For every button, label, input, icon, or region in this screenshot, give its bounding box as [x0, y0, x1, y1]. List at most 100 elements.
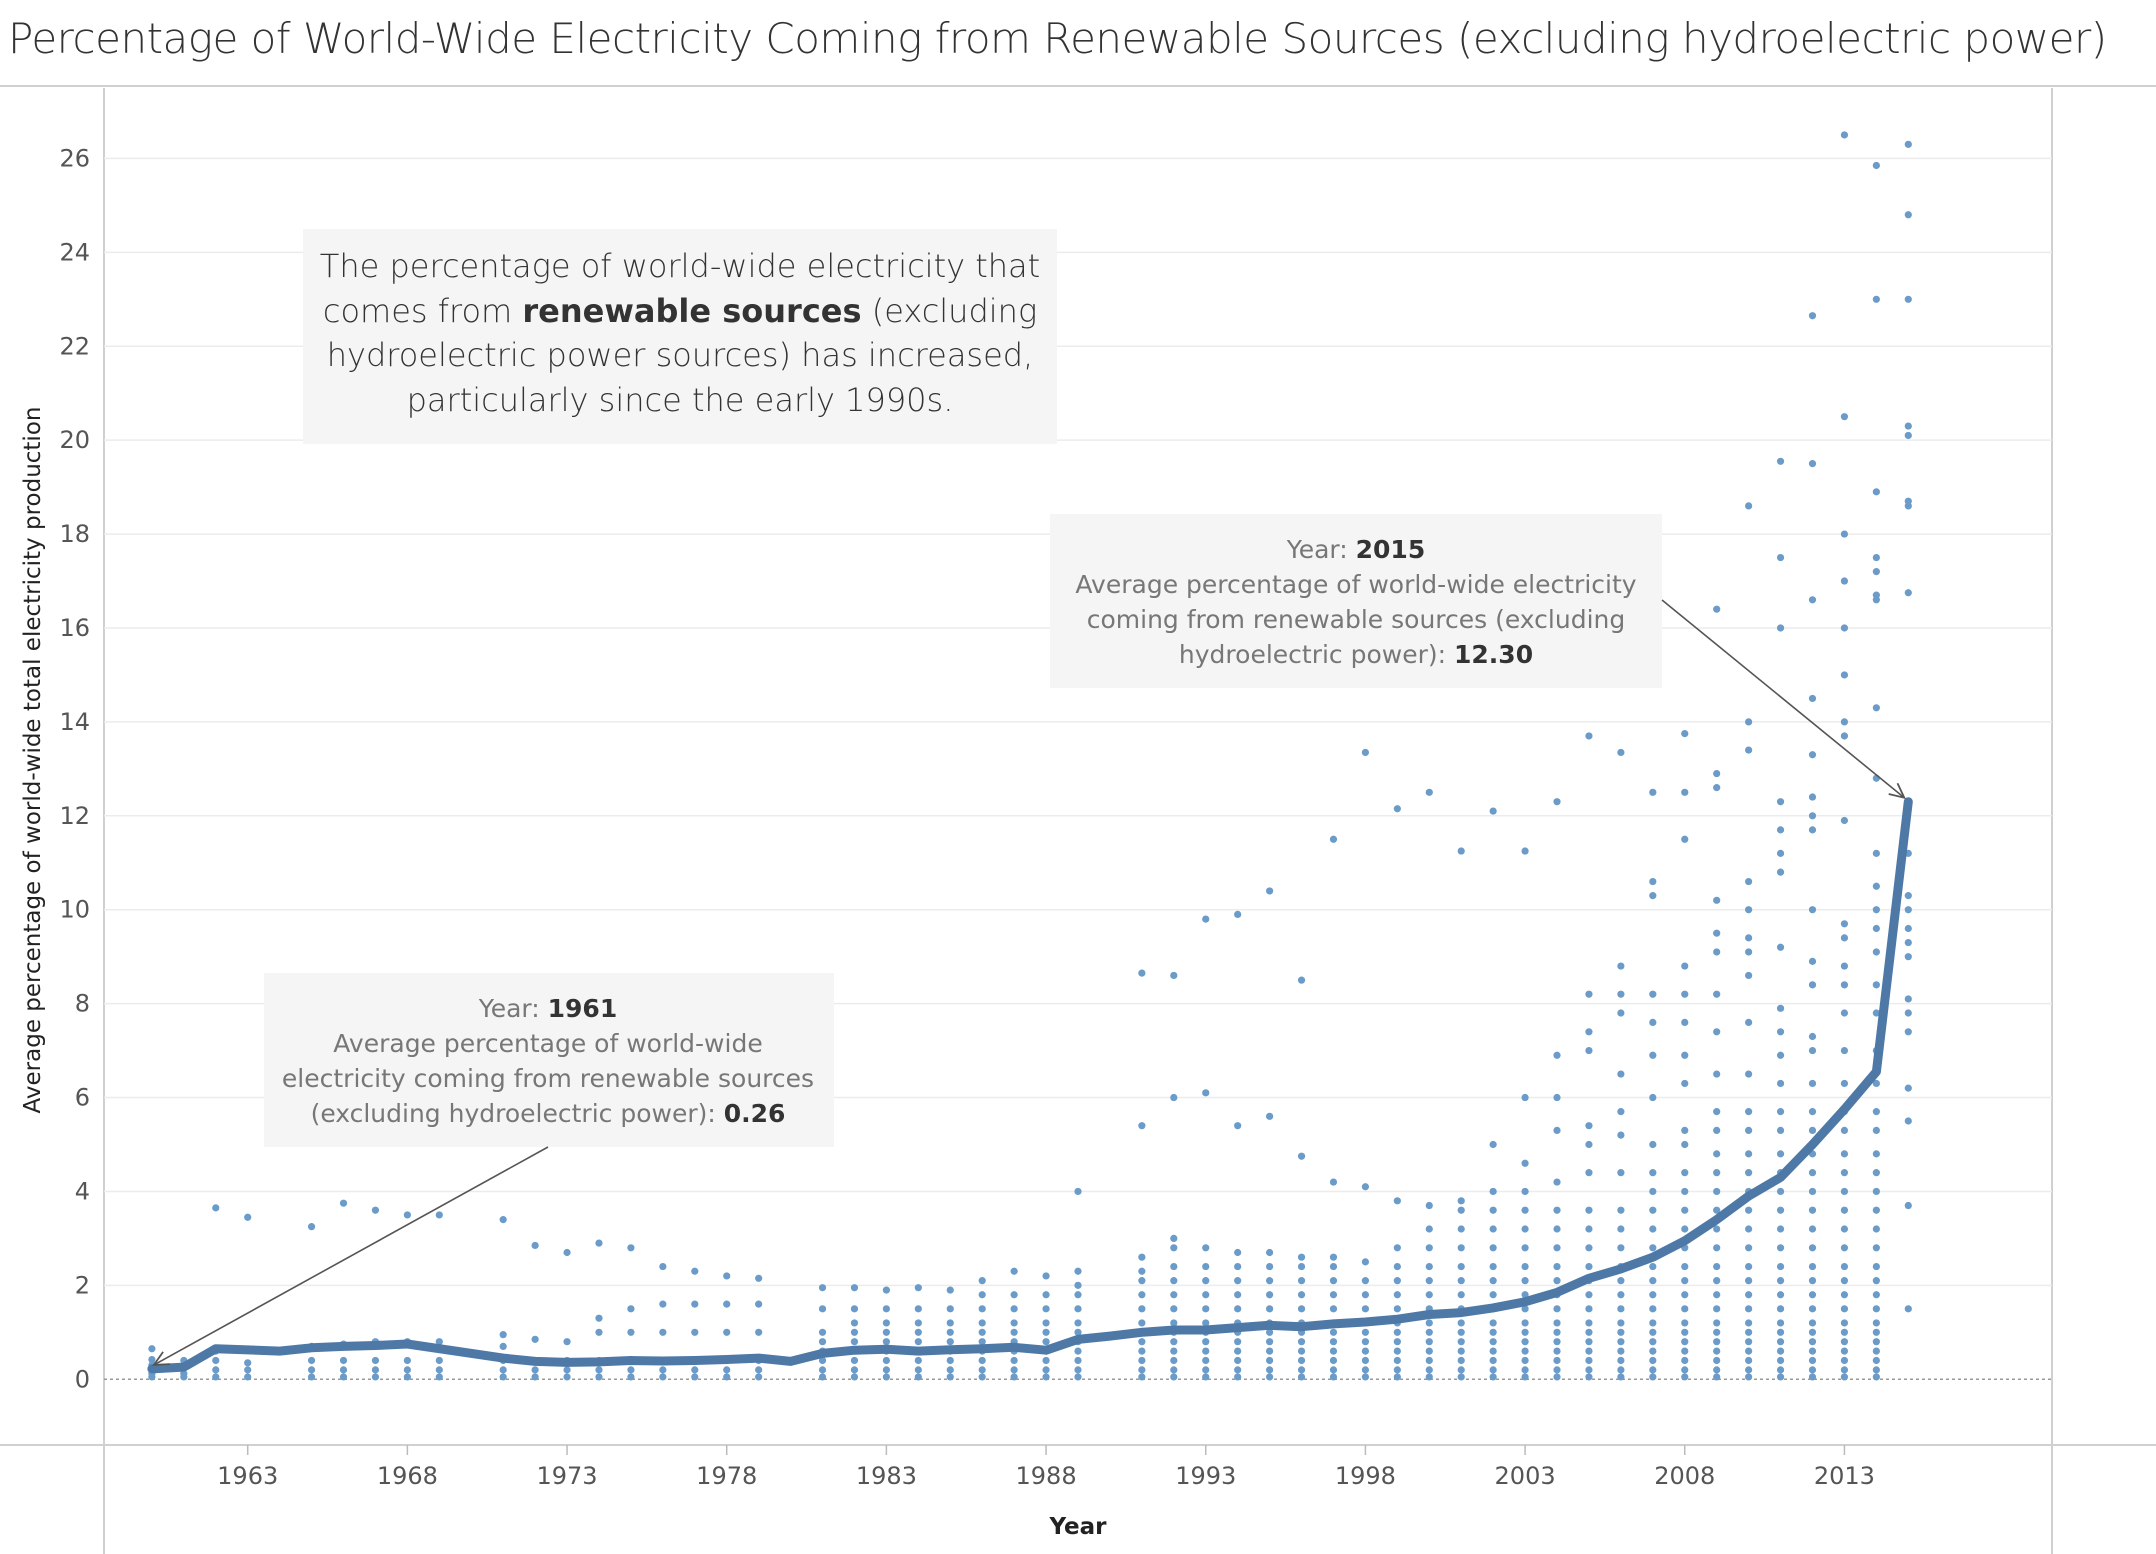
scatter-point: [946, 1319, 954, 1327]
scatter-point: [339, 1199, 348, 1207]
scatter-point: [1393, 1277, 1401, 1285]
scatter-point: [1840, 131, 1849, 139]
scatter-point: [435, 1356, 443, 1365]
scatter-point: [1234, 1248, 1242, 1257]
scatter-point: [1872, 1079, 1880, 1088]
scatter-point: [978, 1338, 986, 1346]
scatter-point: [1776, 1150, 1785, 1158]
scatter-point: [1553, 1356, 1561, 1365]
scatter-point: [1457, 847, 1465, 855]
scatter-point: [1840, 671, 1849, 679]
scatter-point: [1042, 1319, 1050, 1327]
scatter-point: [1776, 1277, 1785, 1285]
scatter-point: [1872, 1009, 1880, 1017]
scatter-point: [1585, 1366, 1593, 1374]
scatter-point: [148, 1345, 156, 1353]
scatter-point: [1745, 1373, 1753, 1381]
scatter-point: [627, 1373, 635, 1381]
scatter-point: [1138, 1347, 1146, 1355]
scatter-point: [1681, 1187, 1689, 1196]
scatter-point: [1617, 1131, 1625, 1139]
scatter-point: [1904, 1009, 1912, 1017]
scatter-point: [1329, 1291, 1338, 1299]
scatter-point: [1904, 924, 1912, 933]
scatter-point: [1553, 1178, 1561, 1186]
scatter-point: [1361, 1291, 1370, 1299]
scatter-point: [1521, 1277, 1529, 1285]
scatter-point: [1617, 962, 1625, 970]
scatter-point: [1393, 1244, 1401, 1252]
scatter-point: [627, 1366, 635, 1374]
scatter-point: [1489, 1291, 1497, 1299]
scatter-point: [1745, 1338, 1753, 1346]
scatter-point: [1649, 1356, 1657, 1365]
scatter-point: [1393, 1291, 1401, 1299]
scatter-point: [1681, 730, 1689, 738]
scatter-point: [371, 1373, 380, 1381]
scatter-point: [1904, 1028, 1912, 1036]
scatter-point: [1776, 1004, 1785, 1012]
scatter-point: [1010, 1356, 1018, 1365]
scatter-point: [1234, 1277, 1242, 1285]
scatter-point: [1457, 1197, 1465, 1205]
scatter-point: [1457, 1328, 1465, 1336]
scatter-point: [1010, 1267, 1018, 1275]
scatter-point: [1776, 1356, 1785, 1365]
scatter-point: [818, 1328, 827, 1336]
scatter-point: [1776, 1244, 1785, 1252]
scatter-point: [1393, 1328, 1401, 1336]
scatter-point: [1808, 1356, 1817, 1365]
scatter-point: [1745, 502, 1753, 510]
scatter-point: [1425, 1366, 1433, 1374]
scatter-point: [1361, 1328, 1370, 1336]
scatter-point: [1393, 1338, 1401, 1346]
scatter-point: [1872, 161, 1880, 170]
scatter-point: [1074, 1267, 1082, 1275]
scatter-point: [1745, 934, 1753, 942]
scatter-point: [627, 1328, 635, 1336]
scatter-point: [1681, 1018, 1689, 1027]
scatter-point: [1904, 995, 1912, 1003]
scatter-point: [1074, 1319, 1082, 1327]
scatter-point: [1904, 431, 1912, 440]
scatter-point: [1808, 694, 1817, 703]
scatter-point: [1042, 1373, 1050, 1381]
scatter-point: [1457, 1356, 1465, 1365]
scatter-point: [818, 1366, 827, 1374]
scatter-point: [371, 1206, 380, 1214]
scatter-point: [1713, 1338, 1721, 1346]
x-tick-label: 2008: [1654, 1462, 1715, 1490]
scatter-point: [1872, 1225, 1880, 1233]
annotation-line-3: hydroelectric power sources) has increas…: [327, 336, 1034, 374]
scatter-point: [1521, 1225, 1529, 1233]
callout-1961-year: 1961: [548, 994, 618, 1023]
scatter-point: [371, 1356, 380, 1365]
scatter-point: [595, 1314, 603, 1322]
scatter-point: [1745, 1225, 1753, 1233]
scatter-point: [1457, 1366, 1465, 1374]
scatter-point: [946, 1328, 954, 1336]
average-line: [147, 797, 1913, 1374]
callout-1961-line-4: (excluding hydroelectric power):: [311, 1099, 724, 1128]
scatter-point: [1170, 1234, 1178, 1242]
scatter-point: [1872, 1305, 1880, 1313]
scatter-point: [1808, 957, 1817, 965]
scatter-point: [1074, 1347, 1082, 1355]
scatter-point: [882, 1356, 890, 1365]
scatter-point: [1585, 1028, 1593, 1036]
scatter-point: [1393, 1305, 1401, 1313]
scatter-point: [244, 1359, 252, 1367]
scatter-point: [1521, 1244, 1529, 1252]
scatter-point: [1808, 906, 1817, 914]
callout-2015-year: 2015: [1356, 535, 1426, 564]
scatter-point: [1138, 1373, 1146, 1381]
scatter-point: [1202, 1356, 1210, 1365]
scatter-point: [1872, 1366, 1880, 1374]
scatter-point: [882, 1366, 890, 1374]
scatter-point: [1202, 1319, 1210, 1327]
scatter-point: [1713, 1028, 1721, 1036]
scatter-point: [914, 1356, 922, 1365]
scatter-point: [1872, 553, 1880, 562]
scatter-point: [1361, 748, 1370, 757]
scatter-point: [1745, 1356, 1753, 1365]
